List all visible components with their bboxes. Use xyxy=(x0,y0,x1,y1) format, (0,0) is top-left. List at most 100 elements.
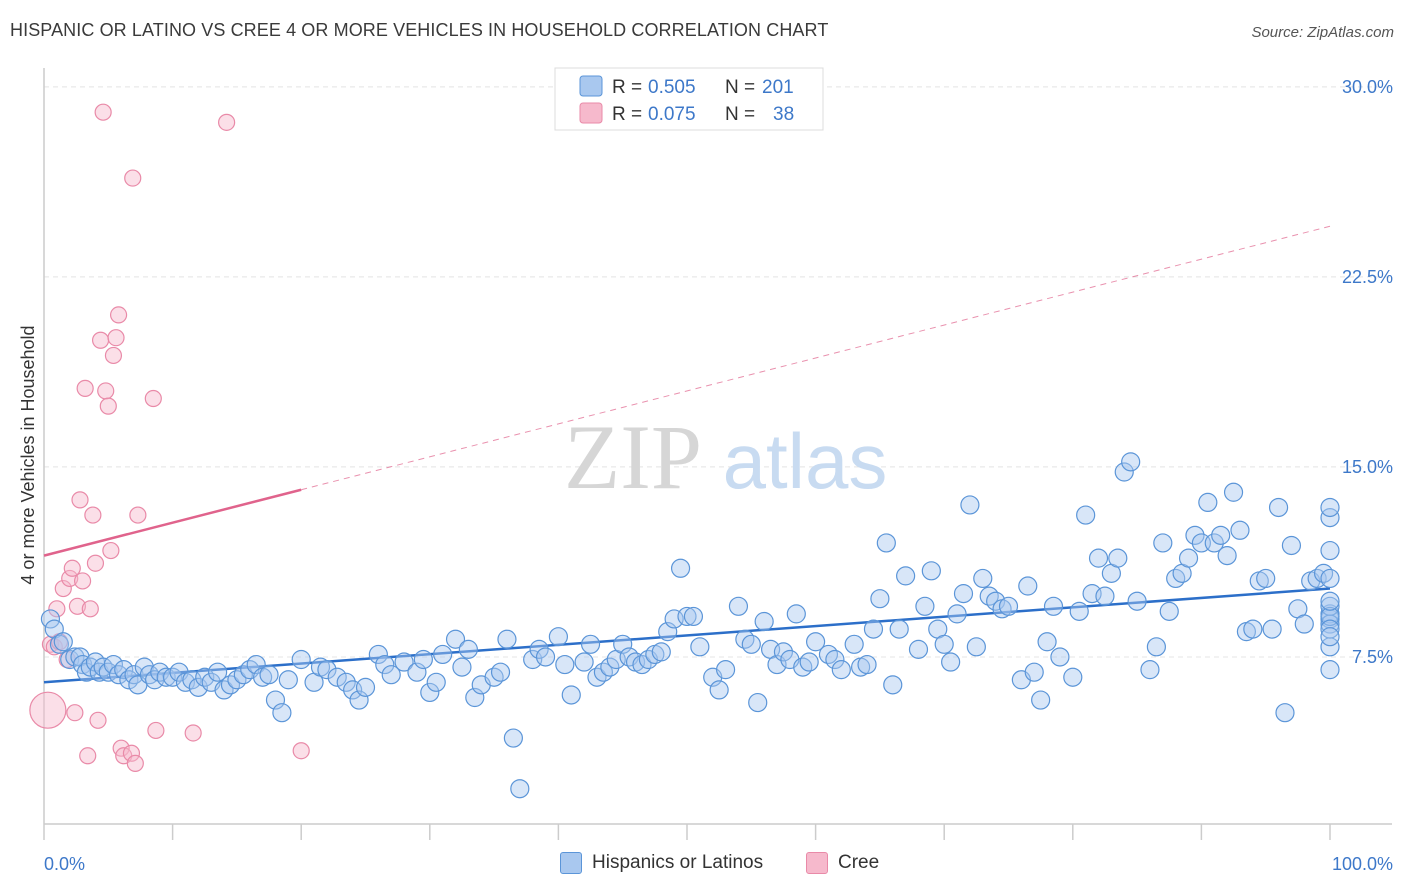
hispanic-point xyxy=(1268,497,1289,518)
hispanic-point xyxy=(503,728,523,748)
hispanic-point xyxy=(632,654,652,675)
hispanic-point xyxy=(259,665,279,685)
hispanic-point xyxy=(1069,601,1089,621)
hispanic-point xyxy=(227,670,247,690)
hispanic-point xyxy=(381,665,401,685)
hispanic-point xyxy=(349,690,369,710)
legend-r-label-pink: R = xyxy=(612,104,642,125)
hispanic-point xyxy=(773,642,794,662)
hispanic-point xyxy=(1320,627,1340,647)
hispanic-point xyxy=(1153,533,1173,553)
hispanic-point xyxy=(670,558,691,578)
hispanic-point xyxy=(915,596,935,616)
y-tick-label: 15.0% xyxy=(1342,457,1393,477)
hispanic-point xyxy=(709,680,729,700)
hispanic-point xyxy=(947,604,967,624)
hispanic-point xyxy=(1037,632,1057,652)
hispanic-point xyxy=(805,632,826,652)
hispanic-point xyxy=(1294,614,1314,634)
cree-point xyxy=(79,747,97,765)
hispanic-point xyxy=(857,654,877,675)
legend-item-cree[interactable]: Cree xyxy=(806,852,879,874)
hispanic-point xyxy=(793,657,813,677)
hispanic-point xyxy=(535,647,556,667)
hispanic-point xyxy=(413,649,433,670)
cree-trend-line xyxy=(43,488,302,557)
hispanic-point xyxy=(156,667,176,687)
hispanic-point xyxy=(1050,647,1070,667)
cree-point xyxy=(61,569,79,588)
hispanic-point xyxy=(246,654,266,675)
hispanic-point xyxy=(65,647,85,667)
legend-pink-swatch xyxy=(579,102,603,124)
hispanic-point xyxy=(1211,525,1231,545)
y-tick-label: 30.0% xyxy=(1342,77,1393,97)
legend-label-cree: Cree xyxy=(838,852,880,873)
hispanic-point xyxy=(953,584,974,604)
hispanic-point xyxy=(445,629,466,649)
cree-point xyxy=(68,597,87,615)
hispanic-point xyxy=(908,639,929,659)
hispanic-point xyxy=(1088,548,1109,568)
hispanic-point xyxy=(593,662,614,682)
hispanic-point xyxy=(799,652,819,672)
hispanic-point xyxy=(658,622,678,642)
hispanic-point xyxy=(1262,619,1282,639)
hispanic-point xyxy=(690,637,710,657)
hispanic-point xyxy=(818,644,839,665)
cree-point xyxy=(84,506,102,524)
x-tick-label: 100.0% xyxy=(1332,854,1393,874)
hispanic-point xyxy=(1320,596,1340,616)
hispanic-point xyxy=(1178,548,1199,568)
hispanic-point xyxy=(490,662,511,682)
hispanic-point xyxy=(1217,546,1237,566)
hispanic-point xyxy=(1018,576,1038,596)
legend-top: R = 0.505 N = 201 R = 0.075 N = 38 xyxy=(554,67,824,131)
cree-point xyxy=(218,113,236,131)
cree-point xyxy=(144,389,162,408)
hispanic-point xyxy=(1223,482,1244,502)
hispanic-point xyxy=(844,634,864,654)
cree-point xyxy=(71,491,89,509)
x-tick-labels: 0.0% 100.0% xyxy=(44,854,1393,874)
hispanic-point xyxy=(1108,548,1128,568)
y-tick-label: 22.5% xyxy=(1342,267,1393,287)
hispanic-point xyxy=(291,649,311,670)
cree-point xyxy=(89,711,107,729)
hispanic-point xyxy=(368,644,388,665)
cree-point xyxy=(29,691,67,729)
hispanic-point xyxy=(114,660,134,680)
hispanic-point xyxy=(979,586,999,606)
hispanic-point xyxy=(728,596,749,616)
y-axis-label: 4 or more Vehicles in Household xyxy=(18,325,38,584)
cree-point xyxy=(104,346,123,365)
hispanic-point xyxy=(735,629,755,649)
legend-n-label-blue: N = xyxy=(725,77,755,98)
hispanic-point xyxy=(870,589,890,609)
hispanic-point xyxy=(741,634,761,654)
hispanic-point xyxy=(767,654,787,675)
hispanic-point xyxy=(1185,525,1205,545)
hispanic-point xyxy=(1320,508,1340,528)
hispanic-point xyxy=(921,561,941,581)
hispanic-point xyxy=(510,779,530,799)
hispanic-point xyxy=(1024,662,1044,682)
legend-item-hispanics[interactable]: Hispanics or Latinos xyxy=(560,852,763,874)
hispanic-point xyxy=(651,642,671,662)
hispanic-point xyxy=(124,665,144,685)
hispanic-point xyxy=(1198,492,1218,513)
hispanic-point xyxy=(1166,568,1186,589)
hispanic-point xyxy=(580,634,601,654)
cree-trend-line-extrapolated xyxy=(301,225,1331,491)
hispanic-point xyxy=(1159,601,1179,621)
hispanic-point xyxy=(53,632,73,652)
hispanic-point xyxy=(426,672,446,692)
hispanic-point xyxy=(233,665,253,685)
legend-swatch-cree xyxy=(806,852,828,874)
hispanic-point xyxy=(786,604,806,624)
chart-source: Source: ZipAtlas.com xyxy=(1251,24,1394,41)
cree-point xyxy=(99,397,117,415)
hispanic-point xyxy=(1313,563,1334,583)
hispanic-point xyxy=(1121,452,1141,472)
hispanic-point xyxy=(214,680,234,700)
